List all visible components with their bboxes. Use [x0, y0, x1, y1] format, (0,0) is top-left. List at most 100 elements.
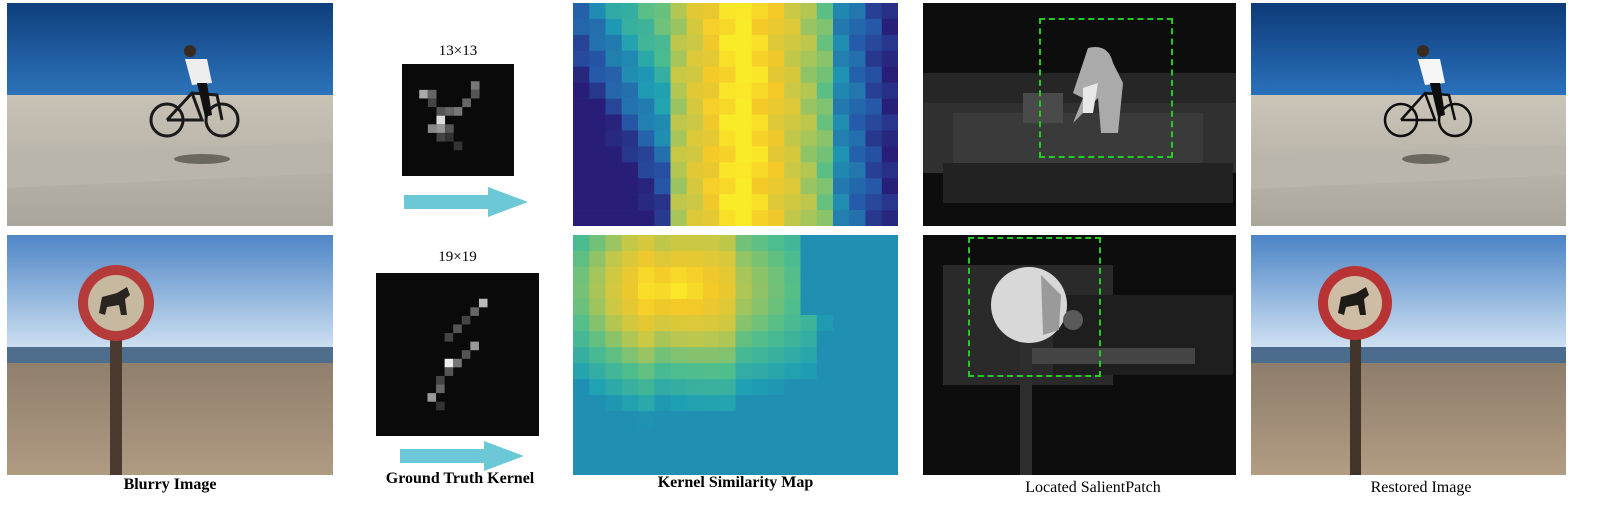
heatmap-cell	[654, 34, 671, 52]
heatmap-cell	[865, 267, 883, 284]
heatmap-cell	[670, 162, 688, 179]
heatmap-cell	[849, 427, 866, 444]
heatmap-cell	[784, 363, 801, 380]
heatmap-cell	[719, 235, 736, 252]
heatmap-cell	[833, 210, 850, 226]
heatmap-cell	[751, 251, 769, 268]
heatmap-cell	[800, 251, 818, 268]
heatmap-cell	[833, 18, 850, 36]
salient-patch-box-top	[1039, 18, 1173, 158]
heatmap-cell	[686, 235, 704, 252]
heatmap-cell	[816, 235, 834, 252]
heatmap-cell	[784, 411, 801, 428]
heatmap-cell	[638, 82, 655, 99]
heatmap-cell	[703, 66, 720, 83]
heatmap-cell	[703, 459, 720, 475]
heatmap-cell	[654, 50, 671, 68]
heatmap-cell	[638, 459, 655, 475]
heatmap-cell	[768, 267, 785, 284]
heatmap-cell	[833, 395, 850, 412]
heatmap-cell	[784, 347, 801, 364]
heatmap-cell	[621, 379, 639, 396]
heatmap-cell	[654, 267, 671, 284]
heatmap-cell	[865, 411, 883, 428]
heatmap-cell	[573, 299, 590, 316]
heatmap-cell	[865, 363, 883, 380]
heatmap-cell	[686, 251, 704, 268]
heatmap-cell	[735, 3, 753, 20]
heatmap-cell	[768, 50, 785, 68]
heatmap-cell	[865, 459, 883, 475]
heatmap-cell	[605, 411, 623, 428]
heatmap-cell	[751, 194, 769, 211]
heatmap-cell	[686, 459, 704, 475]
heatmap-cell	[621, 443, 639, 460]
heatmap-cell	[865, 347, 883, 364]
heatmap-cell	[589, 251, 606, 268]
blurry-image-cyclist	[7, 3, 333, 226]
heatmap-cell	[784, 3, 801, 20]
heatmap-cell	[784, 395, 801, 412]
heatmap-cell	[670, 283, 688, 300]
heatmap-cell	[605, 235, 623, 252]
caption-blurry-image: Blurry Image	[123, 476, 217, 493]
heatmap-cell	[654, 363, 671, 380]
heatmap-cell	[638, 114, 655, 131]
heatmap-cell	[800, 210, 818, 226]
heatmap-cell	[654, 82, 671, 99]
heatmap-cell	[833, 251, 850, 268]
heatmap-cell	[816, 427, 834, 444]
heatmap-cell	[816, 267, 834, 284]
heatmap-cell	[816, 251, 834, 268]
heatmap-cell	[784, 283, 801, 300]
heatmap-cell	[735, 363, 753, 380]
heatmap-cell	[638, 18, 655, 36]
heatmap-cell	[784, 18, 801, 36]
heatmap-cell	[573, 210, 590, 226]
heatmap-cell	[589, 235, 606, 252]
heatmap-cell	[849, 379, 866, 396]
heatmap-cell	[800, 34, 818, 52]
heatmap-cell	[686, 331, 704, 348]
heatmap-cell	[719, 178, 736, 195]
heatmap-cell	[605, 114, 623, 131]
heatmap-cell	[816, 299, 834, 316]
heatmap-cell	[719, 66, 736, 83]
heatmap-cell	[605, 130, 623, 147]
heatmap-cell	[621, 178, 639, 195]
heatmap-cell	[686, 299, 704, 316]
heatmap-cell	[621, 210, 639, 226]
heatmap-cell	[800, 443, 818, 460]
caption-located-salient-patch: Located SalientPatch	[1025, 479, 1161, 496]
heatmap-cell	[735, 379, 753, 396]
heatmap-cell	[638, 162, 655, 179]
heatmap-cell	[654, 459, 671, 475]
heatmap-cell	[735, 459, 753, 475]
heatmap-cell	[703, 98, 720, 115]
heatmap-cell	[638, 379, 655, 396]
heatmap-cell	[784, 427, 801, 444]
heatmap-cell	[865, 3, 883, 20]
heatmap-cell	[751, 411, 769, 428]
heatmap-cell	[638, 315, 655, 332]
heatmap-cell	[833, 315, 850, 332]
heatmap-cell	[605, 146, 623, 163]
heatmap-cell	[573, 50, 590, 68]
heatmap-cell	[621, 130, 639, 147]
heatmap-cell	[589, 299, 606, 316]
salient-patch-map-top	[923, 3, 1236, 226]
heatmap-cell	[703, 379, 720, 396]
heatmap-cell	[638, 267, 655, 284]
heatmap-cell	[800, 379, 818, 396]
heatmap-cell	[573, 331, 590, 348]
heatmap-cell	[784, 315, 801, 332]
heatmap-cell	[573, 194, 590, 211]
heatmap-cell	[865, 82, 883, 99]
heatmap-cell	[768, 251, 785, 268]
heatmap-cell	[800, 363, 818, 380]
heatmap-cell	[751, 146, 769, 163]
heatmap-cell	[751, 162, 769, 179]
heatmap-cell	[686, 379, 704, 396]
heatmap-cell	[735, 50, 753, 68]
heatmap-cell	[881, 34, 898, 52]
